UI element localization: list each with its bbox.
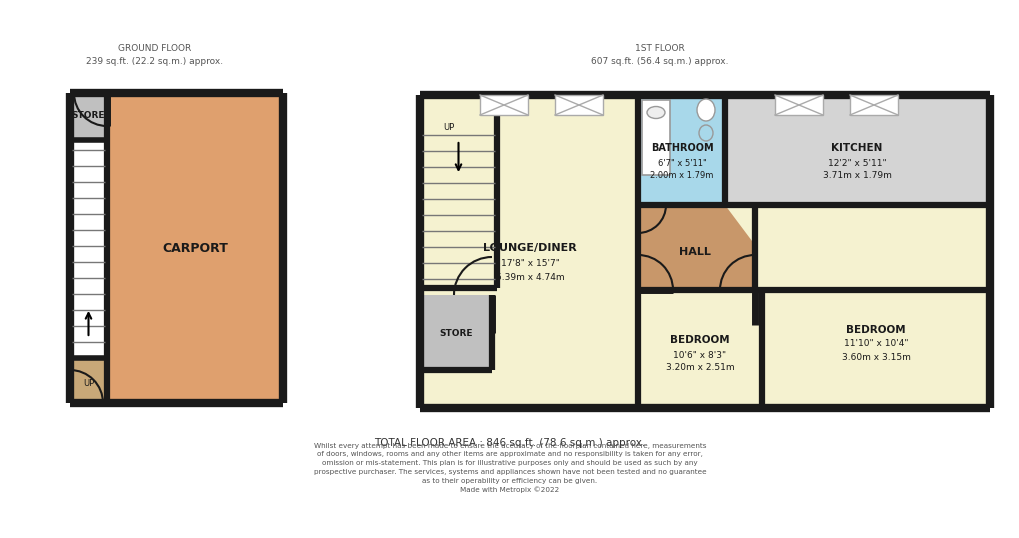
Text: UP: UP [83, 379, 94, 387]
Text: BATHROOM: BATHROOM [650, 143, 712, 153]
Bar [107, 93, 282, 403]
Text: TOTAL FLOOR AREA : 846 sq.ft. (78.6 sq.m.) approx.: TOTAL FLOOR AREA : 846 sq.ft. (78.6 sq.m… [374, 438, 645, 448]
Text: HALL: HALL [679, 247, 710, 257]
Bar [774, 95, 822, 115]
Text: 1ST FLOOR
607 sq.ft. (56.4 sq.m.) approx.: 1ST FLOOR 607 sq.ft. (56.4 sq.m.) approx… [591, 44, 728, 66]
Text: 3.20m x 2.51m: 3.20m x 2.51m [665, 364, 734, 372]
Ellipse shape [646, 107, 664, 118]
Text: 6'7" x 5'11": 6'7" x 5'11" [657, 159, 706, 167]
Text: STORE: STORE [71, 111, 105, 121]
Bar [554, 95, 602, 115]
Text: 5.39m x 4.74m: 5.39m x 4.74m [495, 273, 564, 281]
Polygon shape [637, 205, 754, 290]
Bar [420, 95, 989, 408]
Text: 17'8" x 15'7": 17'8" x 15'7" [500, 258, 558, 267]
Text: LOUNGE/DINER: LOUNGE/DINER [483, 243, 577, 253]
Bar [725, 95, 989, 205]
Text: KITCHEN: KITCHEN [830, 143, 881, 153]
Ellipse shape [696, 99, 714, 121]
Text: 10'6" x 8'3": 10'6" x 8'3" [673, 350, 726, 359]
Text: BEDROOM: BEDROOM [846, 325, 905, 335]
Bar [480, 95, 528, 115]
Bar [70, 358, 107, 403]
Text: 3.60m x 3.15m: 3.60m x 3.15m [841, 353, 910, 363]
Text: GROUND FLOOR
239 sq.ft. (22.2 sq.m.) approx.: GROUND FLOOR 239 sq.ft. (22.2 sq.m.) app… [87, 44, 223, 66]
Bar [70, 93, 107, 140]
Bar [420, 295, 491, 370]
Text: CARPORT: CARPORT [162, 242, 227, 254]
Text: UP: UP [442, 123, 453, 131]
Bar [637, 95, 725, 205]
Text: 3.71m x 1.79m: 3.71m x 1.79m [821, 172, 891, 181]
Bar [849, 95, 897, 115]
Bar [641, 100, 669, 175]
Bar [70, 140, 107, 358]
Text: 11'10" x 10'4": 11'10" x 10'4" [843, 339, 907, 349]
Text: BEDROOM: BEDROOM [669, 335, 730, 345]
Text: STORE: STORE [439, 329, 472, 337]
Text: 2.00m x 1.79m: 2.00m x 1.79m [650, 172, 713, 181]
Text: 12'2" x 5'11": 12'2" x 5'11" [826, 159, 886, 167]
Ellipse shape [698, 125, 712, 141]
Text: Whilst every attempt has been made to ensure the accuracy of the floorplan conta: Whilst every attempt has been made to en… [314, 443, 705, 493]
